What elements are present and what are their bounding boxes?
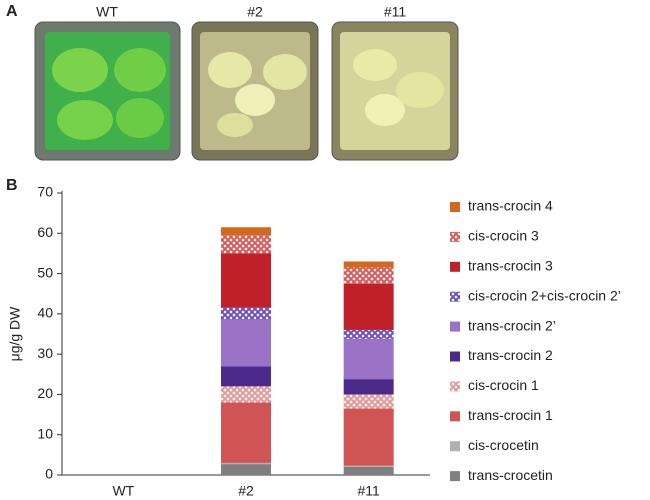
y-tick-label: 30 [37, 345, 53, 361]
y-axis-label: μg/g DW [7, 306, 23, 362]
y-tick-label: 60 [37, 224, 53, 240]
y-tick-label: 10 [37, 425, 53, 441]
bar-segment [221, 307, 271, 320]
x-tick-label: WT [112, 483, 134, 499]
bar-segment [343, 329, 394, 339]
y-tick-label: 0 [45, 466, 53, 482]
bar-segment [221, 402, 271, 463]
bar-segment [343, 408, 394, 466]
bar-segment [343, 394, 394, 409]
legend-swatch [450, 321, 460, 332]
bar-segment [343, 261, 394, 268]
legend-label: cis-crocin 3 [468, 228, 539, 244]
legend-label: trans-crocin 3 [468, 258, 553, 274]
bar-segment [221, 464, 271, 475]
legend-swatch [450, 351, 460, 362]
panel-label: B [6, 177, 18, 194]
photo [331, 21, 459, 161]
legend-label: cis-crocin 1 [468, 377, 539, 393]
bar-segment [221, 366, 271, 387]
bar-segment [343, 466, 394, 475]
photo-label: WT [96, 4, 118, 20]
bar-segment [221, 319, 271, 367]
legend-label: trans-crocin 1 [468, 407, 553, 423]
legend-swatch [450, 231, 460, 242]
legend-swatch [450, 411, 460, 422]
photo-label: #2 [247, 4, 263, 20]
y-tick-label: 40 [37, 305, 53, 321]
bar-segment [221, 235, 271, 254]
legend-swatch [450, 471, 460, 482]
legend-label: cis-crocin 2+cis-crocin 2’ [468, 287, 621, 303]
legend-swatch [450, 202, 460, 212]
bar-segment [343, 379, 394, 395]
panel-label: A [6, 3, 18, 20]
bar-segment [221, 227, 271, 236]
bar-segment [221, 462, 271, 465]
photo [34, 21, 181, 161]
legend-swatch [450, 381, 460, 392]
photo [191, 21, 319, 161]
x-tick-label: #2 [238, 483, 254, 499]
photo-label: #11 [384, 4, 407, 20]
legend-swatch [450, 441, 460, 452]
y-tick-label: 70 [37, 184, 53, 200]
bar-segment [343, 338, 394, 380]
y-tick-label: 20 [37, 385, 53, 401]
bar-segment [343, 267, 394, 284]
bar-segment [221, 386, 271, 403]
legend-swatch [450, 261, 460, 272]
legend-swatch [450, 291, 460, 302]
y-tick-label: 50 [37, 264, 53, 280]
x-tick-label: #11 [358, 483, 381, 499]
bar-segment [343, 283, 394, 330]
legend-label: trans-crocin 2 [468, 347, 553, 363]
legend-label: trans-crocetin [468, 467, 553, 483]
bar-segment [343, 465, 394, 467]
legend-label: cis-crocetin [468, 437, 539, 453]
bar-segment [221, 253, 271, 308]
legend-label: trans-crocin 4 [468, 198, 553, 214]
legend-label: trans-crocin 2’ [468, 317, 556, 333]
